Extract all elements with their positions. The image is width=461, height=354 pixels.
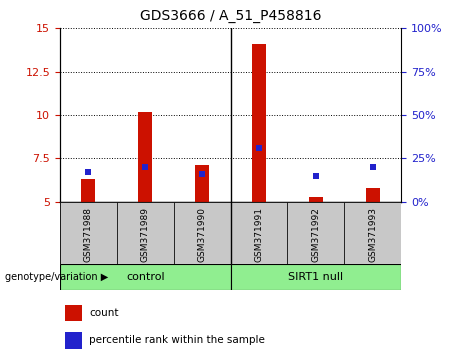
Text: GSM371989: GSM371989 [141, 207, 150, 262]
Text: genotype/variation ▶: genotype/variation ▶ [5, 272, 108, 282]
Text: GDS3666 / A_51_P458816: GDS3666 / A_51_P458816 [140, 9, 321, 23]
Text: SIRT1 null: SIRT1 null [288, 272, 343, 282]
Text: GSM371990: GSM371990 [198, 207, 207, 262]
Bar [309, 196, 323, 202]
Bar [230, 264, 401, 290]
Text: GSM371993: GSM371993 [368, 207, 377, 262]
Text: count: count [89, 308, 118, 318]
Text: GSM371991: GSM371991 [254, 207, 263, 262]
Bar [230, 202, 287, 264]
Text: percentile rank within the sample: percentile rank within the sample [89, 335, 265, 345]
Bar [65, 332, 82, 348]
Bar [366, 188, 380, 202]
Bar [60, 264, 230, 290]
Bar [287, 202, 344, 264]
Bar [195, 165, 209, 202]
Bar [252, 44, 266, 202]
Bar [60, 202, 117, 264]
Text: GSM371992: GSM371992 [311, 207, 320, 262]
Text: control: control [126, 272, 165, 282]
Bar [138, 112, 152, 202]
Bar [117, 202, 174, 264]
Text: GSM371988: GSM371988 [84, 207, 93, 262]
Bar [174, 202, 230, 264]
Bar [81, 179, 95, 202]
Bar [344, 202, 401, 264]
Bar [65, 304, 82, 321]
